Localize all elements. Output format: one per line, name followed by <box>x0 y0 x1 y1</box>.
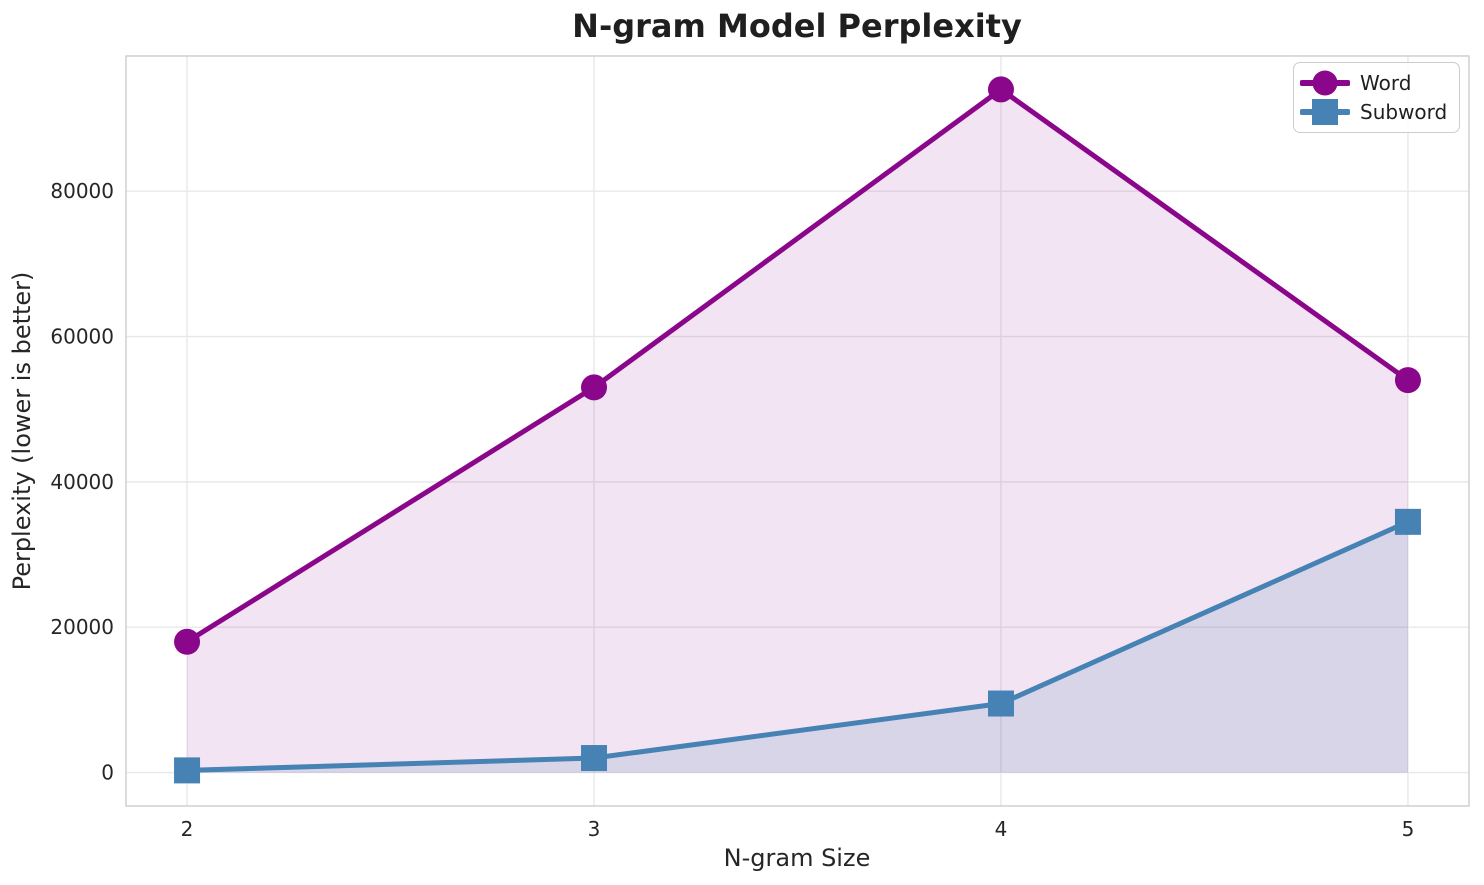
x-tick-label: 2 <box>181 817 194 841</box>
word-data-point-marker <box>581 374 608 401</box>
subword-data-point-marker <box>581 745 608 772</box>
legend-item-subword: Subword <box>1300 98 1449 126</box>
x-tick-label: 5 <box>1402 817 1415 841</box>
marker-layer <box>174 76 1421 784</box>
legend-label-subword: Subword <box>1360 100 1448 124</box>
word-area-fill <box>187 89 1408 773</box>
y-tick-label: 60000 <box>50 325 114 349</box>
x-axis-label: N-gram Size <box>724 844 871 872</box>
line-layer <box>184 86 1411 773</box>
legend-label-word: Word <box>1360 71 1412 95</box>
x-tick-label: 4 <box>995 817 1008 841</box>
tick-layer: 0 20000 40000 60000 80000 2 3 4 5 <box>50 179 1414 841</box>
word-series-line <box>184 86 1411 645</box>
y-tick-label: 40000 <box>50 470 114 494</box>
legend-item-word: Word <box>1300 69 1449 97</box>
y-tick-label: 20000 <box>50 615 114 639</box>
legend: Word Subword <box>1293 62 1460 133</box>
word-data-point-marker <box>174 628 201 655</box>
y-tick-label: 0 <box>101 761 114 785</box>
word-line-circle-marker-icon <box>1300 70 1350 96</box>
y-axis-label: Perplexity (lower is better) <box>8 272 36 591</box>
subword-area-fill <box>187 521 1408 773</box>
x-tick-label: 3 <box>588 817 601 841</box>
subword-data-point-marker <box>174 757 201 784</box>
plot-border <box>125 55 1470 807</box>
chart-title: N-gram Model Perplexity <box>572 7 1022 45</box>
subword-series-line <box>184 519 1411 773</box>
subword-line-square-marker-icon <box>1300 99 1350 125</box>
subword-data-point-marker <box>987 690 1014 717</box>
word-data-point-marker <box>987 76 1014 103</box>
subword-data-point-marker <box>1394 508 1421 535</box>
grid-layer <box>126 56 1469 806</box>
word-data-point-marker <box>1394 367 1421 394</box>
y-tick-label: 80000 <box>50 179 114 203</box>
area-layer <box>187 89 1408 773</box>
